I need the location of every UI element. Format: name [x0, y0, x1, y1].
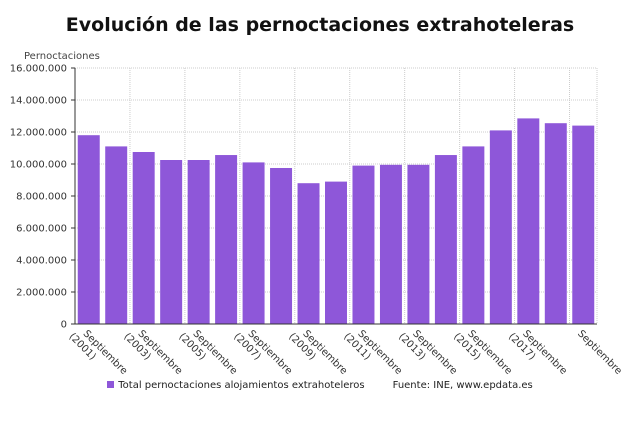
y-tick-label: 4.000.000 [16, 256, 67, 267]
source-text: Fuente: INE, www.epdata.es [392, 380, 533, 391]
bar [517, 118, 540, 325]
bar [77, 135, 100, 324]
bar [270, 168, 293, 324]
chart-title: Evolución de las pernoctaciones extrahot… [65, 14, 575, 36]
y-tick-label: 14.000.000 [10, 96, 67, 107]
y-tick-label: 2.000.000 [16, 288, 67, 299]
bar [379, 164, 402, 324]
bar [160, 160, 183, 324]
bar [462, 146, 485, 324]
y-axis-title: Pernoctaciones [24, 51, 100, 62]
legend-swatch [107, 381, 115, 388]
bar [105, 146, 128, 324]
y-tick-label: 12.000.000 [10, 128, 67, 139]
y-tick-label: 10.000.000 [10, 160, 67, 171]
bar [407, 164, 430, 324]
x-tick-label: Septiembre(2007) [231, 323, 294, 386]
bar [297, 183, 320, 324]
bar [215, 155, 238, 324]
y-tick-label: 0 [61, 320, 67, 331]
x-tick-label: Septiembre(2015) [451, 323, 514, 386]
bar [132, 152, 155, 324]
bar [544, 123, 567, 324]
legend-label: Total pernoctaciones alojamientos extrah… [118, 380, 365, 391]
bar [325, 181, 347, 324]
x-tick-label: Septiembre(2013) [396, 323, 459, 386]
legend: Total pernoctaciones alojamientos extrah… [0, 380, 640, 391]
y-tick-label: 6.000.000 [16, 224, 67, 235]
y-tick-label: 16.000.000 [10, 64, 67, 75]
x-tick-label: Septiembre [575, 328, 624, 377]
bar [434, 155, 457, 324]
x-tick-label: Septiembre(2009) [286, 323, 349, 386]
bar [572, 125, 595, 324]
bar [242, 162, 265, 324]
x-tick-label: Septiembre(2017) [506, 323, 569, 386]
bar [352, 165, 375, 324]
bar [489, 130, 512, 324]
x-tick-label: Septiembre(2005) [176, 323, 239, 386]
y-tick-label: 8.000.000 [16, 192, 67, 203]
bar [187, 160, 210, 324]
x-tick-label: Septiembre(2011) [341, 323, 404, 386]
x-tick-label: Septiembre(2003) [121, 323, 184, 386]
x-tick-label: Septiembre(2001) [66, 323, 129, 386]
